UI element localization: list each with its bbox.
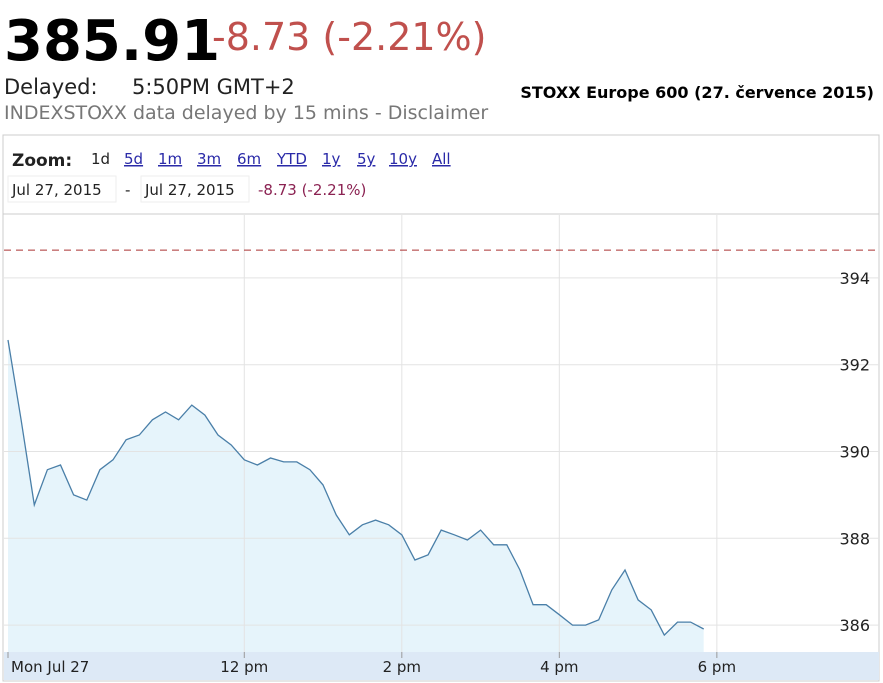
x-axis-band	[4, 652, 879, 680]
range-change: -8.73 (-2.21%)	[258, 181, 366, 199]
zoom-option[interactable]: 3m	[197, 150, 221, 168]
zoom-option[interactable]: 5y	[357, 150, 376, 168]
zoom-option[interactable]: 1y	[322, 150, 341, 168]
delayed-label: Delayed:	[4, 75, 98, 99]
zoom-option[interactable]: 10y	[389, 150, 417, 168]
zoom-option[interactable]: 6m	[237, 150, 261, 168]
x-tick-label: Mon Jul 27	[11, 658, 89, 676]
date-to[interactable]: Jul 27, 2015	[144, 181, 235, 199]
date-box[interactable]	[7, 175, 117, 203]
zoom-option[interactable]: YTD	[276, 150, 307, 168]
y-tick-label: 390	[839, 443, 870, 462]
date-box[interactable]	[140, 175, 250, 203]
price: 385.91	[4, 9, 220, 74]
date-from[interactable]: Jul 27, 2015	[11, 181, 102, 199]
price-change: -8.73 (-2.21%)	[212, 15, 486, 59]
disclaimer[interactable]: INDEXSTOXX data delayed by 15 mins - Dis…	[4, 102, 488, 124]
x-tick-label: 6 pm	[698, 658, 736, 676]
date-separator: -	[125, 181, 130, 199]
zoom-option[interactable]: 1m	[158, 150, 182, 168]
zoom-option[interactable]: 1d	[91, 150, 110, 168]
side-title: STOXX Europe 600 (27. července 2015)	[520, 83, 874, 102]
y-tick-label: 386	[839, 616, 870, 635]
x-tick-label: 4 pm	[540, 658, 578, 676]
delayed-time: 5:50PM GMT+2	[132, 75, 295, 99]
zoom-option[interactable]: All	[432, 150, 451, 168]
zoom-label: Zoom:	[12, 151, 72, 171]
line	[7, 339, 705, 637]
area	[8, 340, 704, 652]
x-tick-label: 2 pm	[383, 658, 421, 676]
zoom-option[interactable]: 5d	[124, 150, 143, 168]
y-tick-label: 388	[839, 529, 870, 548]
y-tick-label: 392	[839, 356, 870, 375]
x-tick-label: 12 pm	[220, 658, 268, 676]
chart-frame	[2, 134, 880, 682]
y-tick-label: 394	[839, 269, 870, 288]
